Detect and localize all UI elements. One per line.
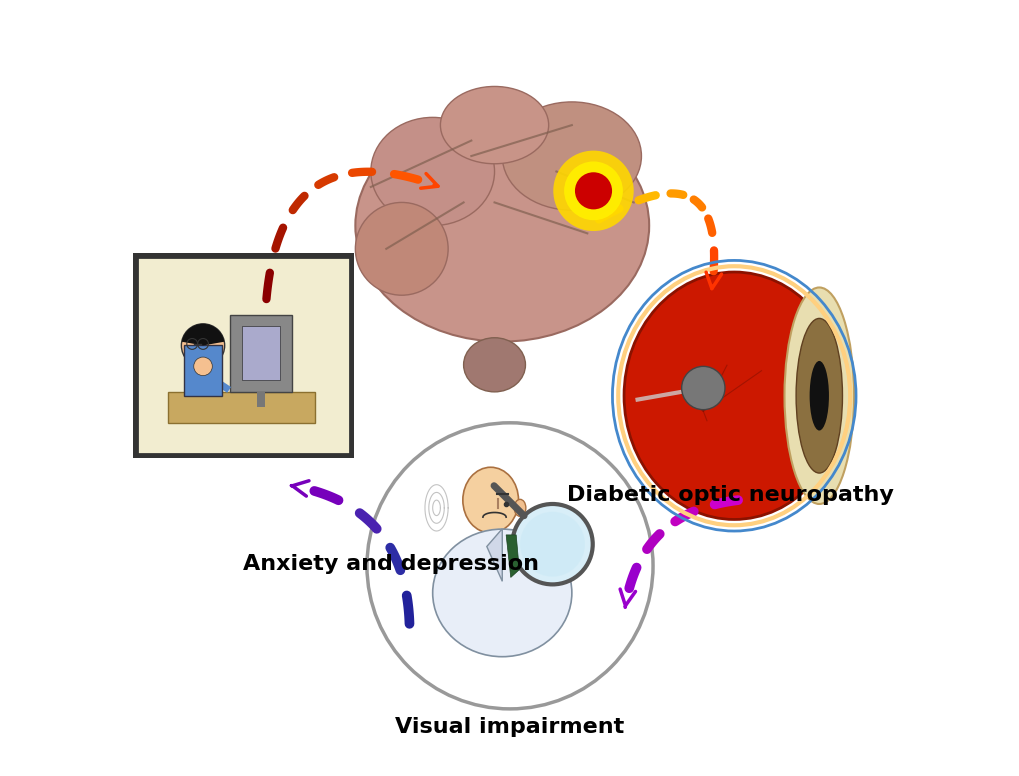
Text: Diabetic optic neuropathy: Diabetic optic neuropathy (567, 485, 893, 504)
Bar (168, 392, 315, 423)
Ellipse shape (464, 338, 525, 392)
Circle shape (520, 511, 585, 577)
Ellipse shape (355, 109, 648, 341)
Bar (183, 345, 222, 396)
Wedge shape (181, 324, 224, 345)
Ellipse shape (371, 117, 494, 226)
FancyBboxPatch shape (133, 253, 354, 458)
Ellipse shape (514, 499, 526, 516)
Bar (230, 314, 291, 392)
Text: Visual impairment: Visual impairment (395, 716, 624, 736)
Ellipse shape (784, 287, 853, 504)
Bar (242, 326, 280, 380)
Text: Anxiety and depression: Anxiety and depression (243, 554, 539, 574)
Circle shape (564, 161, 623, 220)
Bar (257, 392, 265, 407)
Ellipse shape (432, 529, 572, 656)
Ellipse shape (809, 361, 828, 431)
Circle shape (181, 324, 224, 367)
FancyBboxPatch shape (138, 257, 350, 454)
Circle shape (512, 504, 592, 584)
Circle shape (552, 151, 633, 231)
Circle shape (681, 366, 725, 410)
Ellipse shape (463, 467, 518, 533)
Circle shape (194, 357, 212, 376)
Ellipse shape (795, 318, 842, 473)
Ellipse shape (624, 272, 844, 519)
Circle shape (367, 423, 652, 709)
Ellipse shape (440, 86, 548, 164)
Circle shape (575, 172, 611, 210)
Polygon shape (505, 535, 519, 577)
Ellipse shape (355, 203, 447, 295)
Polygon shape (486, 528, 501, 581)
Ellipse shape (501, 102, 641, 210)
